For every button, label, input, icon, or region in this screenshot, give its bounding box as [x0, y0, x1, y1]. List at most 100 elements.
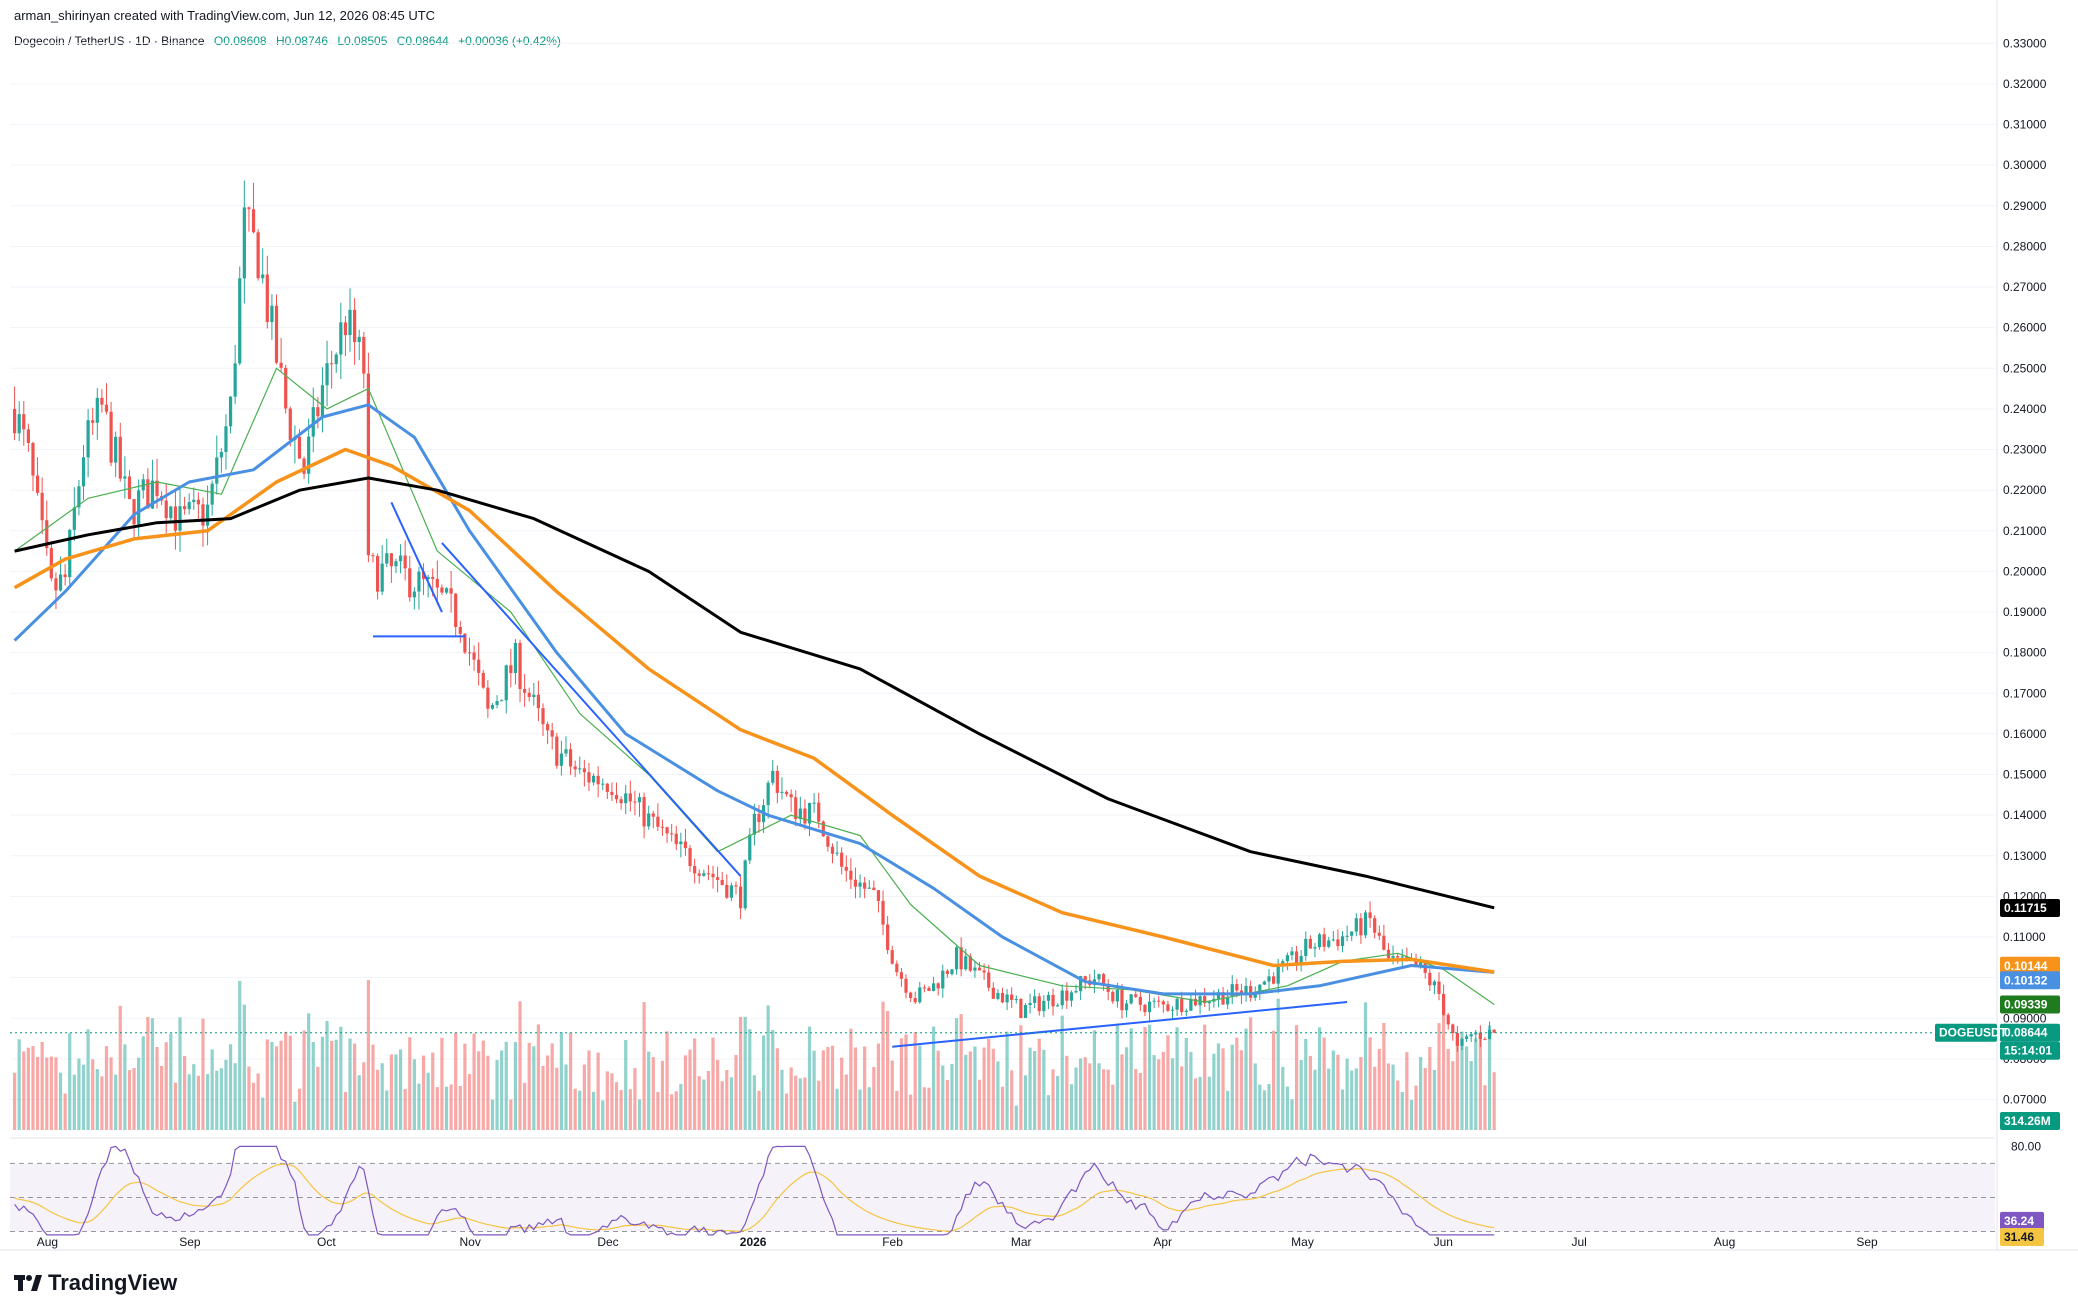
- candle-body: [261, 274, 265, 279]
- candle-body: [568, 749, 573, 767]
- volume-bar: [31, 1046, 35, 1130]
- candle-body: [578, 768, 582, 770]
- price-tick-label: 0.14000: [2003, 808, 2047, 822]
- candle-body: [1386, 949, 1391, 958]
- candle-body: [137, 490, 141, 525]
- volume-bar: [1106, 1069, 1110, 1130]
- volume-bar: [86, 1029, 90, 1130]
- candle-body: [872, 887, 876, 891]
- candle-body: [821, 821, 825, 837]
- candle-body: [472, 652, 476, 660]
- time-axis[interactable]: Aug Sep Oct Nov Dec 2026 Feb Mar Apr May Jun Jul Aug…: [0, 1235, 2078, 1251]
- volume-bar: [780, 1069, 784, 1130]
- volume-bar: [656, 1091, 660, 1130]
- candle-body: [233, 363, 237, 397]
- time-tick-label: May: [1291, 1235, 1314, 1249]
- candle-body: [371, 555, 375, 557]
- candle-body: [817, 802, 821, 822]
- volume-bar: [853, 1047, 858, 1130]
- price-tick-label: 0.18000: [2003, 646, 2047, 660]
- volume-bar: [1056, 1076, 1060, 1130]
- candle-body: [702, 873, 706, 876]
- candle-body: [624, 793, 628, 804]
- candle-body: [1336, 939, 1340, 947]
- volume-bar: [251, 1082, 256, 1130]
- symbol-name[interactable]: Dogecoin / TetherUS · 1D · Binance: [14, 34, 205, 48]
- candle-body: [784, 791, 789, 795]
- tradingview-logo[interactable]: TradingView: [14, 1270, 177, 1296]
- candle-body: [1285, 955, 1289, 962]
- volume-bar: [1474, 1038, 1478, 1130]
- volume-bar: [1212, 1053, 1216, 1130]
- candle-body: [660, 826, 665, 828]
- volume-bar: [1350, 1070, 1354, 1130]
- symbol-legend: Dogecoin / TetherUS · 1D · Binance O0.08…: [14, 34, 561, 48]
- volume-bar: [1051, 1069, 1055, 1130]
- volume-bar: [968, 1051, 972, 1130]
- candle-body: [421, 571, 426, 580]
- volume-bar: [1428, 1047, 1432, 1130]
- rsi-pane[interactable]: [10, 1145, 1995, 1236]
- volume-bar: [674, 1091, 678, 1130]
- candle-body: [1074, 991, 1078, 993]
- volume-bar: [807, 1026, 812, 1130]
- time-tick-label: Feb: [882, 1235, 903, 1249]
- volume-bar: [1290, 1099, 1294, 1130]
- candle-body: [504, 665, 508, 701]
- candle-body: [274, 305, 279, 363]
- candle-body: [738, 886, 743, 909]
- candle-body: [467, 652, 472, 654]
- volume-bar: [1451, 1061, 1455, 1130]
- candle-body: [1331, 939, 1335, 941]
- candle-body: [1464, 1036, 1469, 1039]
- candle-body: [752, 813, 756, 835]
- trendlines[interactable]: [10, 501, 1995, 1048]
- price-candles[interactable]: [12, 180, 1496, 1052]
- volume-bar: [380, 1063, 384, 1130]
- volume-bar: [752, 1075, 756, 1130]
- volume-bar: [279, 1040, 283, 1130]
- candle-body: [794, 797, 798, 820]
- volume-bar: [945, 1079, 949, 1130]
- candle-body: [1368, 912, 1372, 919]
- volume-bar: [1442, 1006, 1446, 1130]
- price-axis[interactable]: 0.33000 0.32000 0.31000 0.30000 0.29000 0.280…: [1996, 0, 2047, 1250]
- candle-body: [169, 506, 173, 519]
- candle-body: [1207, 1001, 1211, 1004]
- candle-body: [706, 873, 711, 875]
- candle-body: [1230, 984, 1234, 997]
- volume-bar: [1423, 1067, 1427, 1130]
- volume-bar: [449, 1084, 453, 1130]
- candle-body: [573, 766, 577, 770]
- volume-bar: [964, 1054, 968, 1130]
- volume-bar: [1065, 1055, 1069, 1130]
- volume-bar: [1184, 1037, 1188, 1130]
- candle-body: [1175, 998, 1179, 1010]
- volume-bar: [844, 1074, 848, 1130]
- candle-body: [279, 362, 283, 368]
- candle-body: [1428, 972, 1432, 986]
- candle-body: [31, 442, 35, 476]
- price-badge-bg: [2000, 956, 2060, 975]
- volume-bar: [1170, 1058, 1175, 1130]
- candle-body: [954, 947, 959, 970]
- volume-bar: [1157, 1059, 1161, 1130]
- volume-bar: [509, 1099, 513, 1130]
- candle-body: [936, 983, 940, 989]
- candle-body: [977, 967, 982, 971]
- volume-bar: [527, 1042, 531, 1130]
- price-tick-label: 0.16000: [2003, 727, 2047, 741]
- candle-body: [1483, 1038, 1487, 1040]
- candle-body: [853, 879, 858, 887]
- candle-body: [1079, 976, 1083, 992]
- volume-bar: [867, 1087, 871, 1130]
- candle-body: [224, 426, 228, 453]
- volume-bar: [734, 1054, 738, 1130]
- volume-bar: [1175, 1027, 1179, 1130]
- candle-body: [417, 571, 421, 592]
- candle-body: [757, 813, 761, 823]
- volume-bar: [1166, 1035, 1170, 1130]
- rsi-tick-label: 80.00: [2011, 1139, 2041, 1153]
- candle-body: [532, 694, 536, 698]
